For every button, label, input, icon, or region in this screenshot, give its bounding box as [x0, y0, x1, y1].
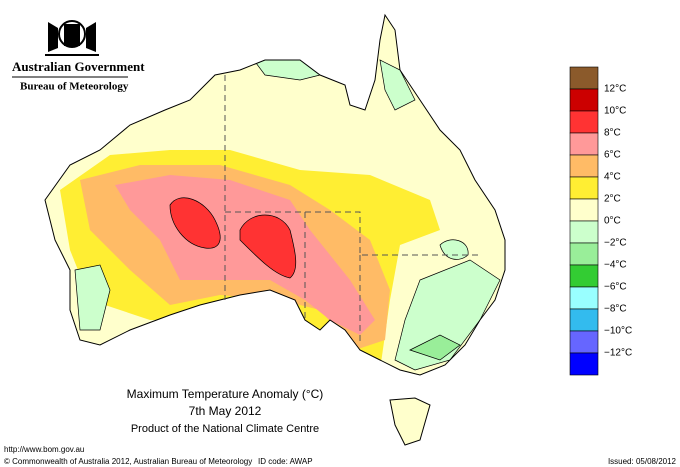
tasmania: [389, 397, 431, 446]
legend-swatch: [569, 110, 599, 134]
legend-label: 8°C: [604, 128, 621, 139]
legend-label: −6°C: [604, 282, 627, 293]
legend-label: −8°C: [604, 304, 627, 315]
footer-issued: Issued: 05/08/2012: [608, 457, 677, 466]
footer-id-code: ID code: AWAP: [258, 457, 313, 466]
legend-label: 4°C: [604, 172, 621, 183]
bureau-name: Bureau of Meteorology: [20, 81, 129, 93]
legend-swatch: [569, 220, 599, 244]
map-date: 7th May 2012: [189, 404, 262, 418]
footer-url: http://www.bom.gov.au: [4, 445, 84, 454]
legend-swatch: [569, 286, 599, 310]
legend-label: 6°C: [604, 150, 621, 161]
legend-label: 2°C: [604, 194, 621, 205]
legend-label: −4°C: [604, 260, 627, 271]
legend-swatch: [569, 308, 599, 332]
legend-label: 10°C: [604, 106, 626, 117]
legend-swatch: [569, 198, 599, 222]
legend-label: −2°C: [604, 238, 627, 249]
footer-copyright: © Commonwealth of Australia 2012, Austra…: [4, 457, 252, 466]
map-product: Product of the National Climate Centre: [131, 423, 319, 435]
legend-swatch: [569, 132, 599, 156]
state-borders: [224, 75, 480, 345]
legend-label: 12°C: [604, 84, 626, 95]
legend-swatch: [569, 176, 599, 200]
legend-swatch: [569, 242, 599, 266]
legend-swatch: [569, 352, 599, 376]
legend-swatch: [569, 264, 599, 288]
legend-label: 0°C: [604, 216, 621, 227]
legend-swatch: [569, 330, 599, 354]
legend-label: −12°C: [604, 348, 632, 359]
map-title: Maximum Temperature Anomaly (°C): [127, 387, 324, 401]
legend-swatch: [569, 88, 599, 112]
legend-swatch: [569, 66, 599, 90]
legend-label: −10°C: [604, 326, 632, 337]
logo: [45, 20, 99, 56]
legend-swatch: [569, 154, 599, 178]
legend: 12°C 10°C 8°C 6°C 4°C 2°C 0°C −2°C −4°C −6°C −8°C −…: [569, 66, 632, 376]
government-name: Australian Government: [12, 59, 145, 74]
